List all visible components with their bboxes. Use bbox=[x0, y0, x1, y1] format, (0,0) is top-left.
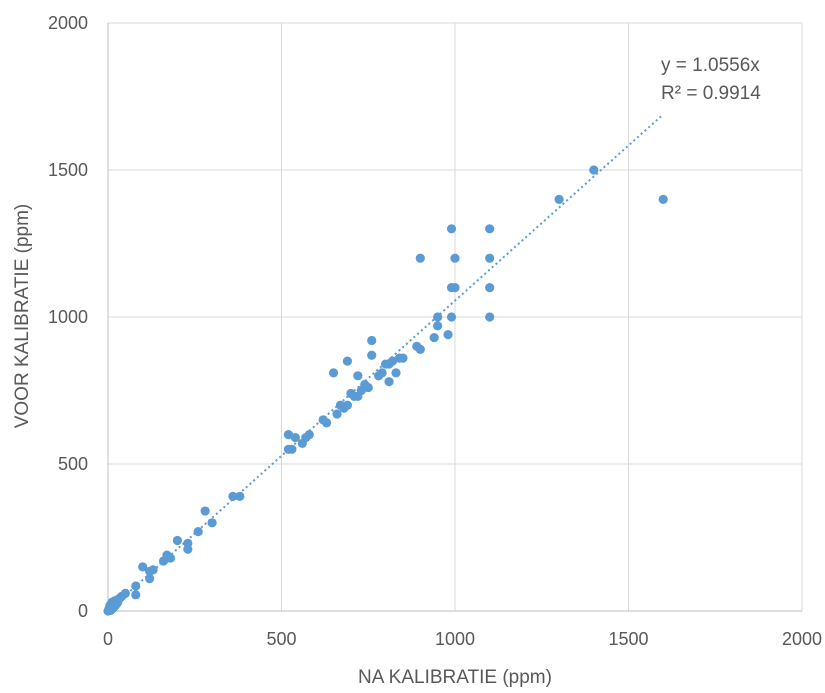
data-point bbox=[235, 491, 245, 501]
data-point bbox=[443, 330, 453, 340]
data-point bbox=[391, 368, 401, 378]
x-tick-label: 1000 bbox=[435, 629, 475, 649]
data-point bbox=[304, 430, 314, 440]
data-point bbox=[353, 371, 363, 381]
data-point bbox=[446, 312, 457, 322]
data-point bbox=[485, 224, 495, 234]
data-point bbox=[450, 253, 460, 263]
y-tick-label: 500 bbox=[58, 454, 88, 474]
data-point bbox=[328, 368, 339, 378]
data-point bbox=[387, 356, 398, 366]
y-tick-label: 0 bbox=[78, 601, 88, 621]
trendline bbox=[107, 113, 664, 612]
data-point bbox=[283, 430, 294, 440]
x-tick-label: 0 bbox=[103, 629, 113, 649]
data-point bbox=[183, 538, 193, 548]
data-point bbox=[290, 432, 300, 443]
data-point bbox=[415, 344, 425, 354]
data-point bbox=[342, 400, 353, 410]
data-point bbox=[207, 518, 217, 528]
data-point bbox=[485, 312, 495, 322]
data-point bbox=[342, 356, 353, 366]
data-point bbox=[138, 562, 148, 572]
x-tick-label: 2000 bbox=[782, 629, 822, 649]
x-tick-label: 500 bbox=[266, 629, 296, 649]
data-point bbox=[228, 491, 238, 501]
data-points bbox=[103, 165, 668, 616]
data-point bbox=[433, 312, 443, 322]
data-point bbox=[363, 382, 373, 393]
data-point bbox=[367, 335, 377, 346]
trendline-r-squared: R² = 0.9914 bbox=[661, 83, 761, 104]
data-point bbox=[446, 224, 457, 234]
data-point bbox=[287, 444, 297, 454]
data-point bbox=[332, 409, 342, 419]
data-point bbox=[148, 565, 158, 575]
data-point bbox=[367, 350, 377, 360]
data-point bbox=[415, 253, 425, 263]
trendline-equation: y = 1.0556x bbox=[661, 55, 760, 76]
data-point bbox=[145, 574, 155, 584]
data-point bbox=[429, 332, 439, 343]
data-point bbox=[200, 506, 210, 516]
x-tick-label: 1500 bbox=[608, 629, 648, 649]
data-point bbox=[377, 368, 387, 378]
data-point bbox=[131, 581, 141, 591]
data-point bbox=[322, 418, 332, 428]
y-tick-label: 1500 bbox=[48, 160, 88, 180]
axes bbox=[107, 23, 802, 612]
y-tick-label: 1000 bbox=[48, 307, 88, 327]
data-point bbox=[658, 194, 668, 204]
data-point bbox=[485, 253, 495, 263]
y-axis-title: VOOR KALIBRATIE (ppm) bbox=[12, 204, 33, 429]
tick-labels: 0 500 1000 1500 2000 0 500 1000 1500 2000 bbox=[48, 13, 822, 649]
data-point bbox=[384, 377, 394, 387]
data-point bbox=[165, 553, 176, 563]
data-point bbox=[193, 527, 203, 537]
data-point bbox=[589, 165, 599, 175]
data-point bbox=[172, 535, 182, 546]
data-point bbox=[450, 283, 460, 293]
data-point bbox=[485, 283, 495, 293]
data-point bbox=[120, 588, 130, 598]
data-point bbox=[433, 321, 443, 331]
y-tick-label: 2000 bbox=[48, 13, 88, 33]
trendline-line bbox=[107, 113, 664, 612]
data-point bbox=[554, 194, 564, 204]
data-point bbox=[131, 590, 141, 600]
data-point bbox=[398, 353, 408, 363]
x-axis-title: NA KALIBRATIE (ppm) bbox=[358, 667, 552, 688]
